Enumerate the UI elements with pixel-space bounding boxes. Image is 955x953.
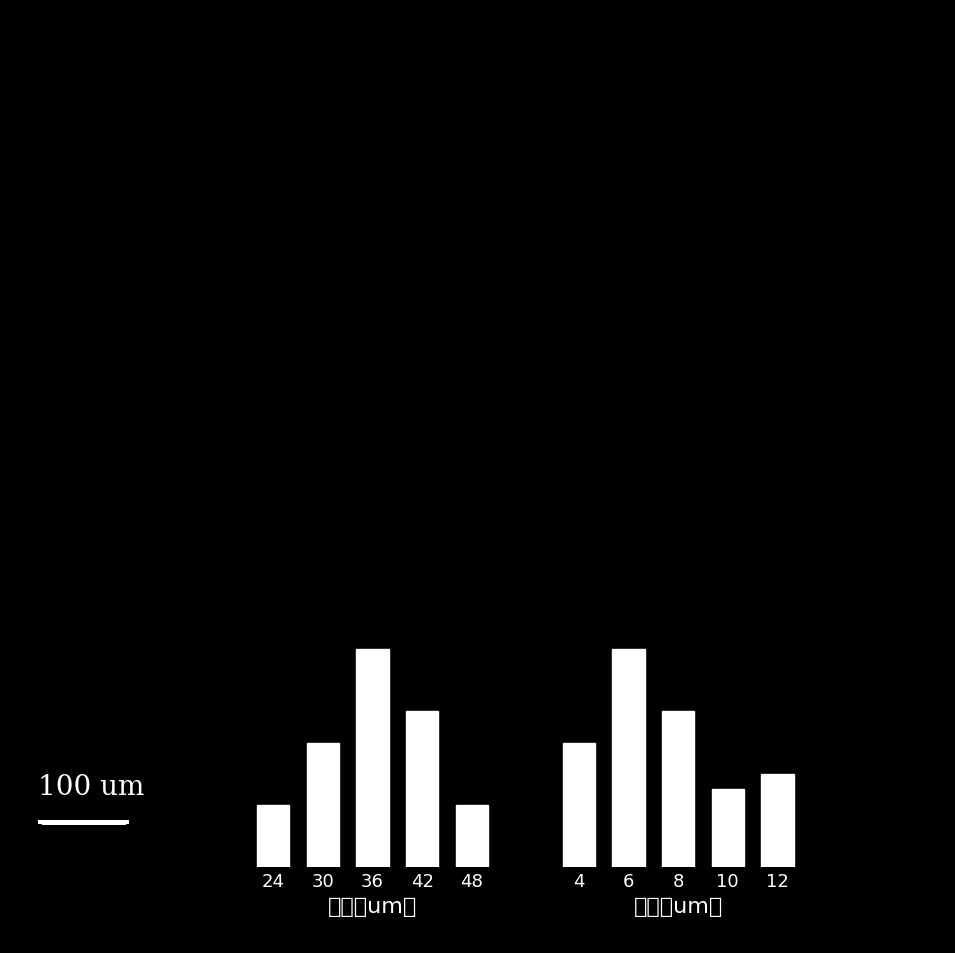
Text: 100 um: 100 um <box>38 773 144 800</box>
Bar <box>612 649 645 867</box>
Bar <box>456 805 488 867</box>
Bar <box>761 774 794 867</box>
Bar <box>257 805 289 867</box>
X-axis label: 直径（um）: 直径（um） <box>328 896 417 916</box>
Bar <box>307 742 339 867</box>
Bar <box>356 649 389 867</box>
Bar <box>711 789 744 867</box>
Bar <box>662 712 694 867</box>
Bar <box>562 742 595 867</box>
Bar <box>406 712 438 867</box>
X-axis label: 壁厚（um）: 壁厚（um） <box>633 896 723 916</box>
